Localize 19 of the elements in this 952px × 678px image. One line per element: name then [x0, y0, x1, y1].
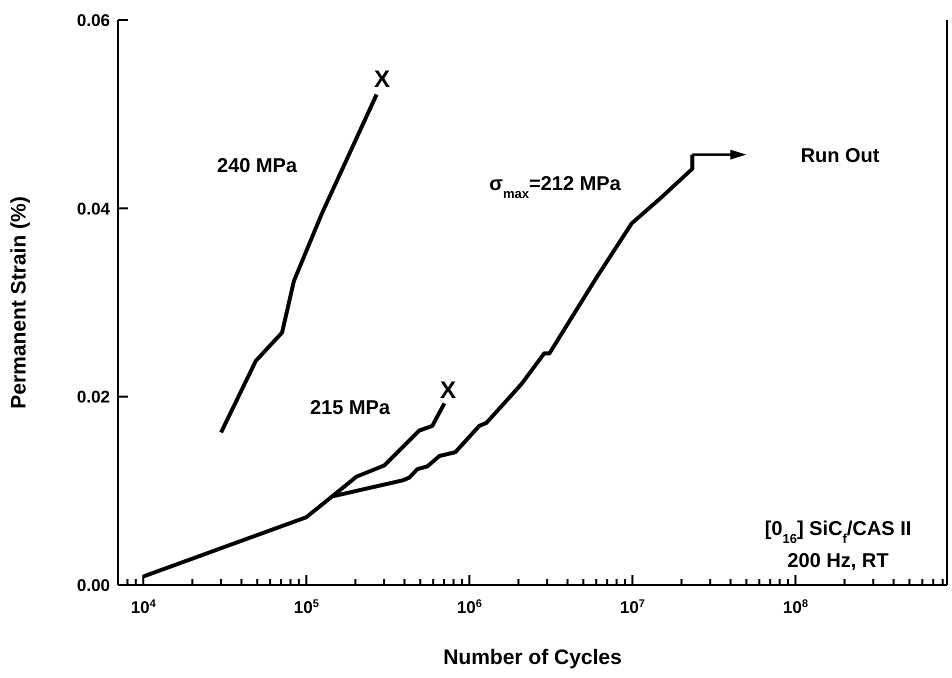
- x-tick-label: 10$^{8}$: [782, 598, 808, 617]
- y-tick-label: 0.02: [76, 388, 110, 407]
- annotation: X: [374, 66, 390, 93]
- annotation: [0$_{16}$] SiC$_{f}$/CAS II: [764, 518, 912, 546]
- x-tick-label: 10$^{5}$: [294, 598, 319, 617]
- x-tick-label: 10$^{7}$: [620, 598, 645, 617]
- annotation: σ$_{max}$=212 MPa: [489, 173, 622, 200]
- x-tick-label: 10$^{4}$: [130, 598, 157, 617]
- x-axis-title: Number of Cycles: [443, 646, 622, 669]
- annotation: Run Out: [800, 145, 880, 167]
- y-tick-label: 0.00: [76, 576, 110, 595]
- y-tick-label: 0.04: [76, 199, 111, 218]
- y-tick-label: 0.06: [76, 11, 110, 30]
- annotation: 215 MPa: [310, 397, 391, 419]
- x-tick-label: 10$^{6}$: [456, 598, 482, 617]
- y-axis-title: Permanent Strain (%): [7, 196, 30, 409]
- annotation: 240 MPa: [216, 155, 298, 177]
- annotation: 200 Hz, RT: [787, 550, 889, 572]
- annotation: X: [440, 377, 456, 404]
